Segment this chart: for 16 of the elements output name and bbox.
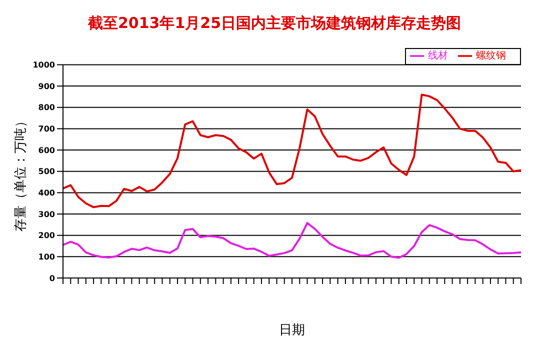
y-tick-label: 400 [38,188,56,198]
y-tick-label: 100 [38,252,56,262]
legend-label: 螺纹钢 [476,50,506,62]
y-tick-label: 800 [38,103,56,112]
chart-title: 截至2013年1月25日国内主要市场建筑钢材库存走势图 [86,13,462,34]
y-tick-label: 1000 [32,60,56,70]
y-tick-label: 0 [49,274,56,283]
y-tick-label: 200 [38,231,56,240]
y-tick-label: 300 [38,210,56,219]
x-axis-title: 日期 [279,323,305,338]
y-tick-label: 500 [38,167,56,176]
y-tick-label: 900 [38,82,56,91]
y-tick-label: 600 [38,146,56,155]
legend-label: 线材 [428,50,448,62]
y-tick-label: 700 [38,124,56,134]
y-axis-title: 存量（单位：万吨） [14,114,29,232]
